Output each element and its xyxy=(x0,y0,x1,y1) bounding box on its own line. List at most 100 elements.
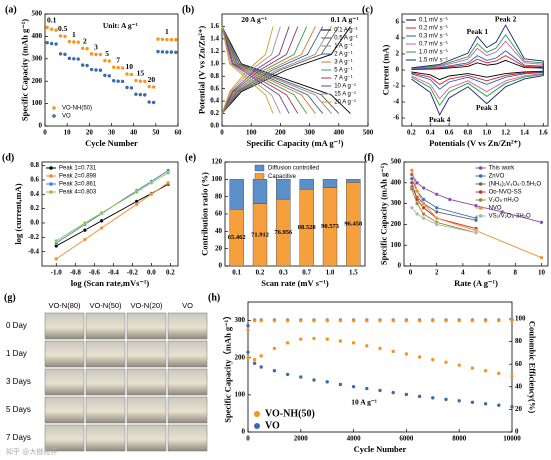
annotation: 1 xyxy=(165,27,169,36)
data-point xyxy=(138,92,143,97)
annotation: 1 xyxy=(72,30,76,39)
vial-photo xyxy=(44,396,85,424)
data-point xyxy=(160,50,165,54)
data-point xyxy=(149,180,154,185)
data-point xyxy=(116,66,120,70)
y-tick-label: 100 xyxy=(32,99,43,107)
data-point xyxy=(378,388,382,393)
x-tick-label: 0.2 xyxy=(256,269,265,277)
y-tick-label: -0.4 xyxy=(28,247,40,255)
data-point xyxy=(156,37,160,41)
y-axis-label: Contribution ratio (%) xyxy=(200,172,210,256)
data-point xyxy=(166,170,171,175)
data-point xyxy=(510,374,514,378)
data-point xyxy=(82,221,87,225)
legend-label: Peak 2=0.898 xyxy=(59,174,97,180)
data-point xyxy=(76,40,80,44)
x-tick-label: 0.2 xyxy=(166,269,175,277)
legend-label: Diffusion controlled xyxy=(268,166,319,172)
data-point xyxy=(483,402,488,406)
legend-label: 5 A g⁻¹ xyxy=(334,68,353,74)
x-tick-label: 0.1 xyxy=(232,269,241,277)
data-point xyxy=(89,52,94,56)
data-point xyxy=(134,190,139,195)
legend-marker xyxy=(52,106,56,110)
data-point xyxy=(434,216,439,221)
data-point xyxy=(151,85,156,89)
y-tick-label: 200 xyxy=(391,220,402,228)
x-tick-label: 400 xyxy=(334,129,345,137)
annotation: 0.1 xyxy=(47,15,57,24)
x-tick-label: 2 xyxy=(435,269,439,277)
legend-marker xyxy=(49,182,53,186)
data-point xyxy=(421,216,426,221)
y-tick-label: 0 xyxy=(219,262,223,270)
x-tick-label: 0 xyxy=(220,129,224,137)
x-tick-label: 8000 xyxy=(452,435,467,443)
x-tick-label: 10 xyxy=(538,269,546,277)
data-point xyxy=(112,79,116,83)
data-point xyxy=(434,192,439,197)
y-tick-label: 6 xyxy=(396,18,400,26)
data-point xyxy=(76,57,80,61)
legend-label: ZnVO xyxy=(489,174,505,180)
data-point xyxy=(447,197,452,202)
data-point xyxy=(103,58,107,63)
data-point xyxy=(120,66,125,70)
data-point xyxy=(116,79,120,83)
data-point xyxy=(365,318,369,323)
data-point xyxy=(252,318,257,323)
data-point xyxy=(444,318,448,323)
y-tick-label: 300 xyxy=(235,316,246,324)
vial-photo xyxy=(44,312,85,340)
vial-photo xyxy=(85,340,126,368)
legend-label: 0.5 A g⁻¹ xyxy=(334,36,358,42)
data-point xyxy=(272,369,277,373)
row-label: 0 Day xyxy=(6,321,27,330)
data-point xyxy=(129,72,134,77)
data-point xyxy=(421,212,426,216)
panel-label: (f) xyxy=(364,152,374,163)
x-axis-label: Cycle Number xyxy=(354,444,407,454)
legend-marker xyxy=(254,411,260,417)
x-tick-label: 0 xyxy=(43,129,47,137)
data-point xyxy=(246,324,250,328)
series-line xyxy=(411,24,544,116)
y-tick-label: 40 xyxy=(215,227,223,235)
data-point xyxy=(409,187,414,191)
data-point xyxy=(497,403,501,407)
column-label: VO-N(20) xyxy=(130,301,163,310)
data-point xyxy=(421,201,426,206)
data-point xyxy=(431,318,435,323)
x-axis-label: Potentials (V vs Zn/Zn²⁺) xyxy=(429,138,521,148)
y-tick-label: -2 xyxy=(393,82,399,90)
annotation: 2 xyxy=(83,36,87,45)
data-point xyxy=(470,366,475,370)
x-tick-label: -0.6 xyxy=(89,269,101,277)
x-tick-label: 10 xyxy=(64,129,72,137)
legend-label: 1.0 mV s⁻¹ xyxy=(419,50,448,56)
legend-marker xyxy=(478,174,483,178)
vial-photo xyxy=(126,424,167,452)
data-point xyxy=(285,318,290,323)
x-tick-label: 50 xyxy=(152,129,160,137)
series-line xyxy=(221,26,299,114)
chart: (c) -6 -4 -2 0 2 4 6 Current (mA) 0.2 0.4 0.6 0.8 1.0… xyxy=(362,4,549,148)
watermark: 知乎 @大橙视界 xyxy=(6,447,57,456)
y-axis-label: Specific Capacity (mAh g⁻¹) xyxy=(20,19,30,121)
legend-label: 0.2 mV s⁻¹ xyxy=(419,26,448,32)
series-line xyxy=(221,26,274,114)
y-tick-label: 0.2 xyxy=(210,109,219,117)
chart: (d) -0.4 -0.2 0.0 0.2 0.4 0.6 0.8 log (current,m… xyxy=(2,152,179,288)
annotation: 10 xyxy=(125,62,133,71)
x-tick-label: 0.2 xyxy=(407,129,416,137)
x-tick-label: -0.2 xyxy=(127,269,139,277)
data-point xyxy=(444,397,448,402)
legend-label: V₂O₅·nH₂O xyxy=(489,198,519,204)
panel-label: (g) xyxy=(4,292,16,303)
data-point xyxy=(325,318,329,323)
y-tick-label: 0 xyxy=(396,66,400,74)
annotation: 7 xyxy=(116,55,120,64)
data-point xyxy=(417,355,422,359)
